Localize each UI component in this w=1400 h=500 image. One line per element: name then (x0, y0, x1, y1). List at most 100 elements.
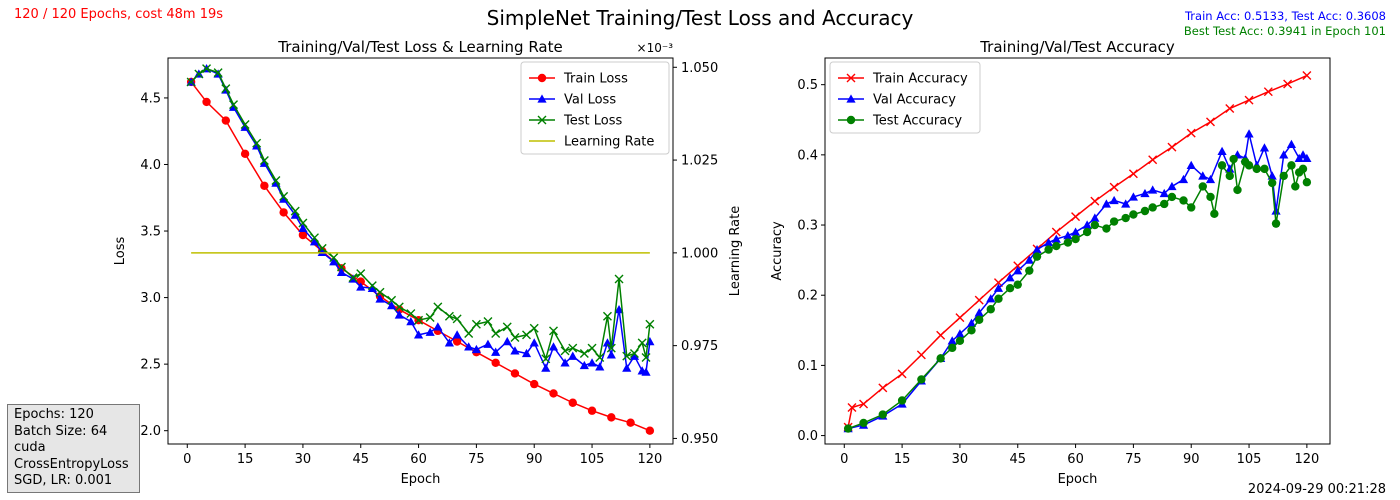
train-loss-legend-marker (537, 73, 547, 83)
test-accuracy-point (1140, 206, 1150, 216)
test-loss-point (510, 333, 520, 343)
val-accuracy-point (1101, 199, 1112, 208)
x-tick-label: 75 (468, 452, 485, 467)
test-accuracy-point (1252, 164, 1261, 174)
figure-title: SimpleNet Training/Test Loss and Accurac… (486, 6, 914, 30)
test-loss-point (541, 354, 551, 364)
test-accuracy-point (1109, 217, 1119, 226)
x-tick-label: 60 (1067, 452, 1084, 467)
test-accuracy-point (1025, 266, 1034, 275)
test-loss-point (221, 84, 231, 94)
val-loss-point (356, 282, 366, 291)
train-accuracy-point (1206, 117, 1215, 127)
train-loss-point (221, 116, 231, 125)
val-accuracy-point (1205, 174, 1216, 184)
test-loss-point (560, 346, 570, 356)
train-loss-legend-label: Train Loss (563, 72, 628, 87)
val-accuracy-point (1217, 146, 1227, 156)
val-accuracy-point (1109, 195, 1119, 205)
train-loss-point (202, 97, 211, 107)
val-loss-point (622, 363, 632, 372)
test-loss-point (186, 77, 196, 87)
val-loss-point (614, 304, 624, 314)
val-loss-point (521, 348, 532, 358)
test-accuracy-point (1267, 178, 1277, 188)
test-accuracy-point (1260, 164, 1269, 174)
train-accuracy-point (1244, 95, 1254, 105)
test-loss-point (213, 68, 223, 78)
x-tick-label: 120 (1294, 452, 1319, 467)
train-accuracy-point (1186, 128, 1196, 138)
val-loss-point (329, 257, 339, 266)
x-tick-label: 30 (952, 452, 969, 467)
val-loss-point (510, 346, 520, 355)
test-accuracy-point (1198, 182, 1207, 191)
y-tick-label: 3.0 (140, 291, 161, 306)
test-accuracy-point (1044, 245, 1053, 254)
test-loss-point (367, 281, 377, 291)
test-loss-legend-marker (537, 115, 547, 125)
test-loss-point (202, 64, 212, 74)
y-tick-label: 0.1 (797, 359, 818, 374)
val-loss-point (367, 283, 377, 292)
val-loss-point (317, 247, 327, 257)
test-loss-point (229, 100, 239, 110)
x-tick-label: 0 (840, 452, 848, 467)
test-loss-point (259, 155, 269, 165)
val-loss-point (541, 363, 551, 372)
test-loss-point (387, 295, 397, 305)
val-loss-point (375, 294, 385, 303)
x-tick-label: 90 (526, 452, 543, 467)
val-loss-point (290, 210, 300, 219)
val-accuracy-point (1286, 139, 1297, 149)
train-loss-point (510, 369, 520, 378)
train-accuracy-point (1071, 212, 1081, 222)
test-loss-point (375, 287, 385, 297)
test-loss-point (568, 343, 578, 353)
test-loss-point (348, 273, 358, 283)
test-loss-point (452, 314, 462, 324)
test-accuracy-point (955, 336, 965, 346)
val-accuracy-point (1259, 143, 1270, 152)
legend: Train Loss Val Loss Test Loss Learning Rate (520, 61, 670, 155)
val-accuracy-point (1043, 237, 1054, 247)
val-accuracy-point (1121, 199, 1131, 208)
legend-frame (829, 61, 981, 134)
test-loss-point (336, 262, 346, 272)
val-accuracy-point (986, 294, 996, 303)
y2-tick-label: 0.950 (681, 432, 718, 447)
val-loss-point (595, 362, 605, 371)
x-tick-label: 90 (1183, 452, 1200, 467)
test-loss-point (444, 311, 454, 321)
train-accuracy-point (916, 350, 926, 360)
val-accuracy-point (1225, 164, 1235, 173)
test-accuracy-point (1052, 241, 1061, 251)
test-accuracy-point (1244, 161, 1254, 170)
test-loss-point (622, 351, 632, 361)
val-loss-point (425, 327, 435, 336)
train-loss-point (568, 398, 577, 407)
train-accuracy-legend-marker (846, 73, 856, 83)
train-accuracy-point (878, 383, 888, 393)
val-accuracy-point (1032, 244, 1042, 254)
test-loss-point (471, 319, 481, 329)
train-loss-point (260, 181, 269, 190)
train-accuracy-point (1090, 196, 1100, 206)
val-loss-point (433, 322, 443, 331)
test-loss-point (309, 233, 319, 243)
legend-frame (520, 61, 670, 155)
val-accuracy-point (1244, 129, 1254, 138)
val-accuracy-point (1178, 174, 1189, 184)
test-loss-point (502, 322, 512, 332)
train-loss-point (530, 379, 539, 389)
val-accuracy-point (1298, 150, 1308, 159)
val-accuracy-point (1302, 153, 1312, 163)
train-accuracy-point (955, 313, 965, 323)
test-accuracy-point (1071, 234, 1080, 244)
train-accuracy-point (847, 403, 857, 412)
test-loss-point (629, 348, 639, 358)
val-loss-point (444, 338, 455, 347)
test-loss-point (637, 338, 647, 348)
train-loss-point (626, 418, 635, 427)
test-accuracy-legend-label: Test Accuracy (872, 114, 962, 129)
